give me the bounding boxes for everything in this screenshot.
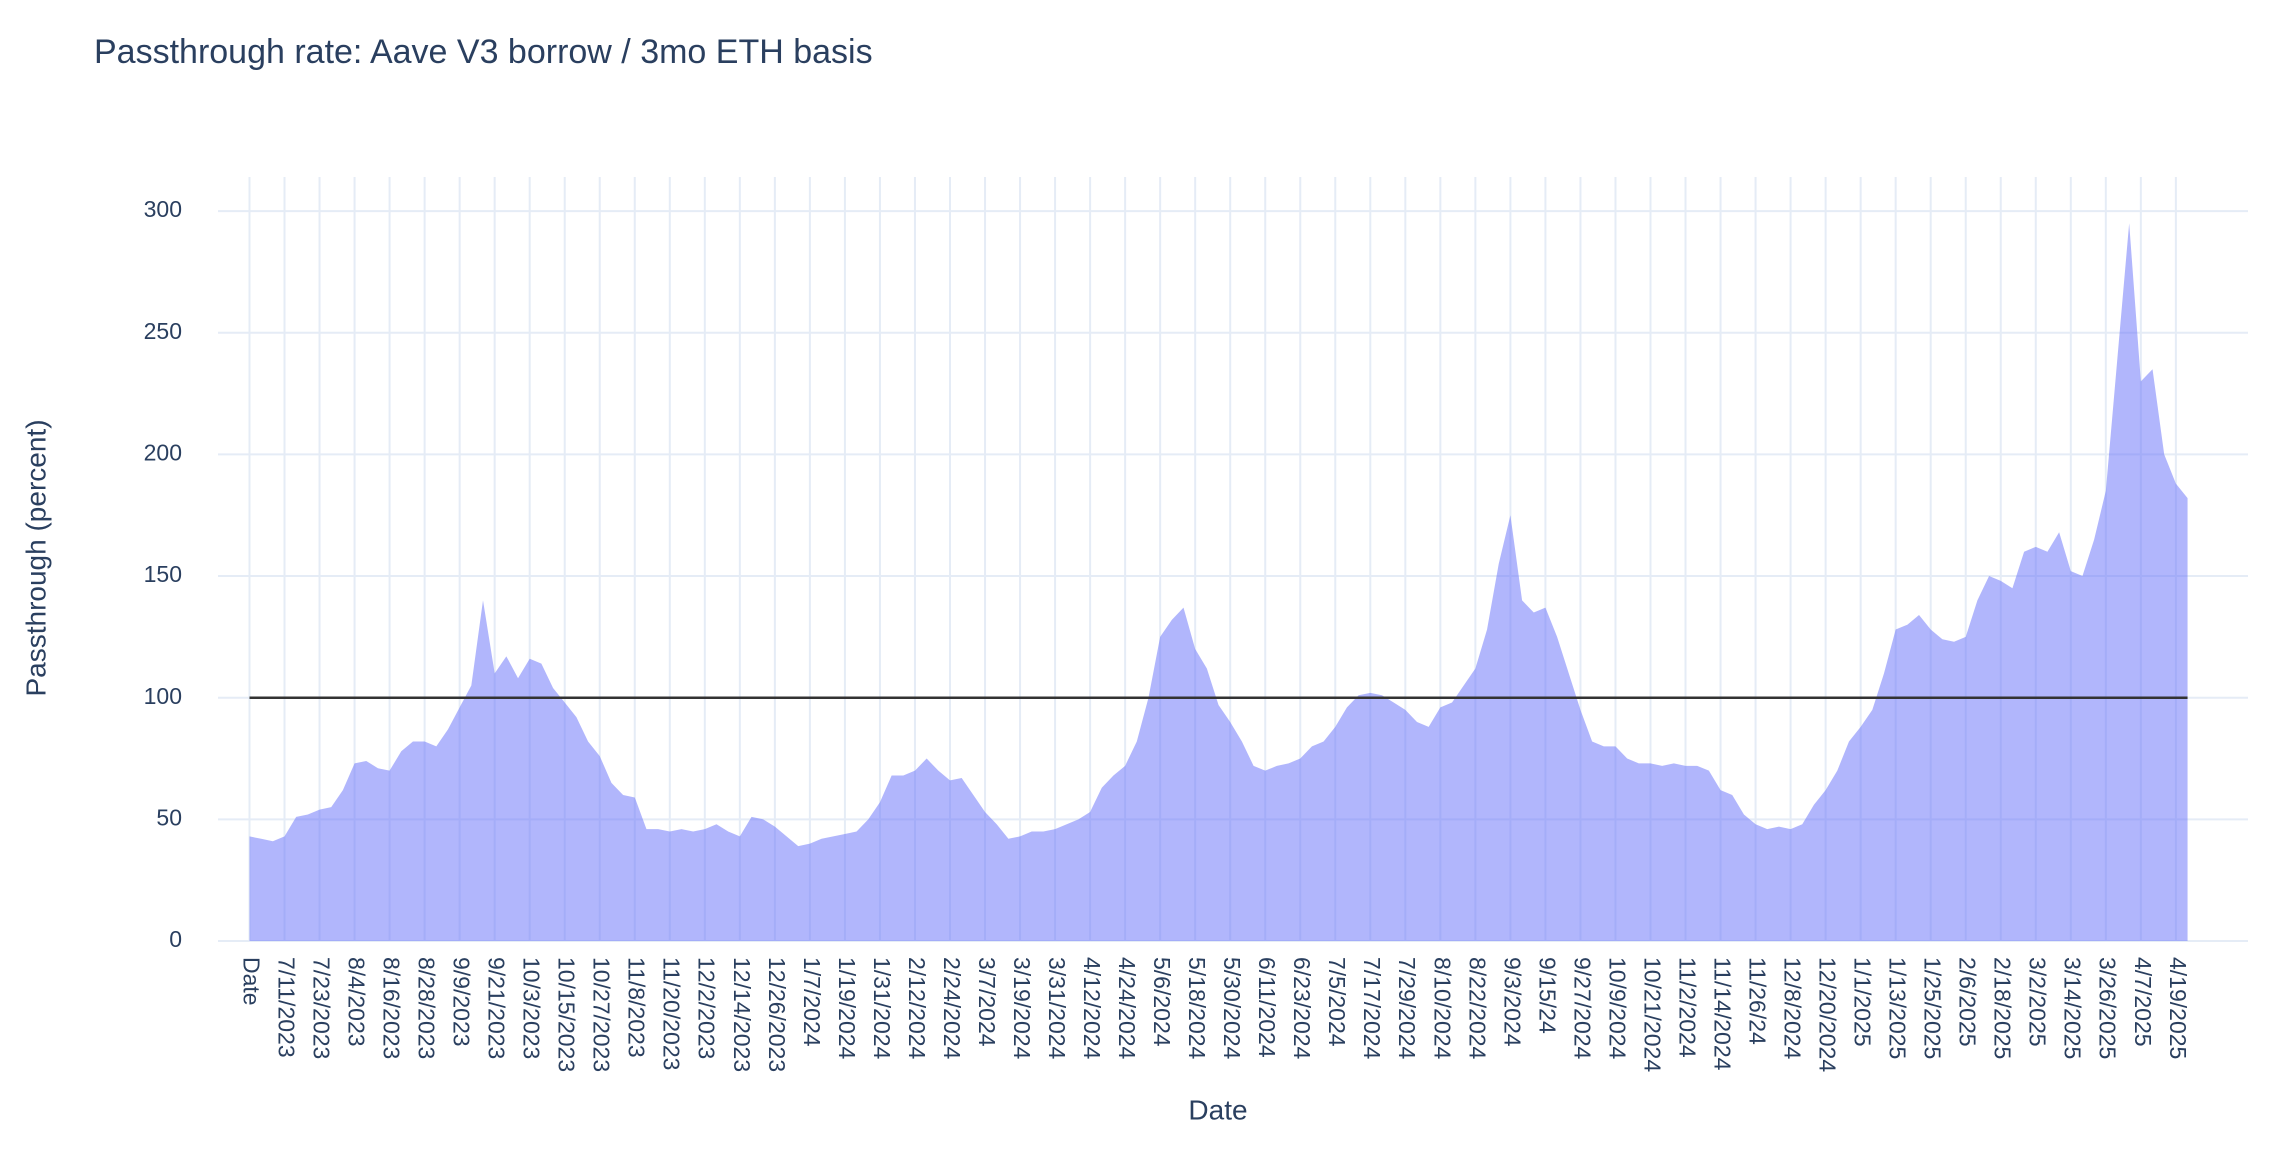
- x-tick-label: 11/14/2024: [1709, 957, 1735, 1071]
- x-tick-label: 3/31/2024: [1044, 957, 1070, 1060]
- x-tick-label: 12/14/2023: [729, 957, 755, 1072]
- x-tick-label: 7/23/2023: [308, 957, 334, 1059]
- x-tick-label: 6/23/2024: [1289, 957, 1315, 1060]
- x-tick-label: Date: [238, 957, 264, 1006]
- x-tick-label: 4/7/2025: [2130, 957, 2156, 1047]
- x-tick-label: 2/6/2025: [1955, 957, 1981, 1047]
- x-tick-label: 2/18/2025: [1990, 957, 2016, 1059]
- x-tick-label: 8/10/2024: [1429, 957, 1455, 1060]
- x-tick-label: 7/17/2024: [1359, 957, 1385, 1060]
- x-tick-label: 1/25/2025: [1920, 957, 1946, 1059]
- chart-title: Passthrough rate: Aave V3 borrow / 3mo E…: [94, 33, 873, 71]
- x-tick-label: 1/13/2025: [1885, 957, 1911, 1059]
- x-tick-label: 4/19/2025: [2165, 957, 2191, 1059]
- x-tick-label: 8/4/2023: [343, 957, 369, 1047]
- x-tick-label: 7/11/2023: [273, 957, 299, 1058]
- y-tick-label: 300: [144, 196, 182, 222]
- x-tick-label: 7/29/2024: [1394, 957, 1420, 1060]
- x-axis-title: Date: [1188, 1094, 1247, 1125]
- x-tick-label: 3/2/2025: [2025, 957, 2051, 1047]
- x-tick-label: 10/21/2024: [1639, 957, 1665, 1072]
- x-tick-label: 4/12/2024: [1079, 957, 1105, 1060]
- x-tick-label: 12/8/2024: [1780, 957, 1806, 1060]
- y-tick-label: 0: [169, 926, 182, 952]
- x-tick-label: 1/1/2025: [1850, 957, 1876, 1047]
- x-tick-label: 11/2/2024: [1674, 957, 1700, 1058]
- x-tick-label: 5/18/2024: [1184, 957, 1210, 1060]
- x-tick-label: 11/8/2023: [624, 957, 650, 1058]
- x-tick-label: 3/26/2025: [2095, 957, 2121, 1059]
- y-axis-title: Passthrough (percent): [20, 419, 51, 696]
- x-tick-label: 10/15/2023: [554, 957, 580, 1072]
- y-tick-label: 250: [144, 318, 182, 344]
- x-tick-label: 9/3/2024: [1499, 957, 1525, 1047]
- x-tick-label: 5/30/2024: [1219, 957, 1245, 1060]
- y-tick-label: 50: [156, 804, 182, 830]
- y-tick-label: 150: [144, 561, 182, 587]
- x-tick-label: 8/16/2023: [379, 957, 405, 1059]
- x-tick-label: 2/12/2024: [904, 957, 930, 1060]
- x-tick-label: 10/27/2023: [589, 957, 615, 1072]
- x-tick-label: 12/26/2023: [764, 957, 790, 1072]
- x-tick-label: 10/3/2023: [519, 957, 545, 1059]
- x-tick-label: 4/24/2024: [1114, 957, 1140, 1060]
- x-tick-label: 6/11/2024: [1254, 957, 1280, 1058]
- x-tick-label: 9/9/2023: [449, 957, 475, 1047]
- x-tick-label: 3/14/2025: [2060, 957, 2086, 1059]
- x-tick-label: 12/2/2023: [694, 957, 720, 1059]
- x-tick-label: 10/9/2024: [1604, 957, 1630, 1060]
- x-tick-label: 3/19/2024: [1009, 957, 1035, 1060]
- x-tick-label: 1/19/2024: [834, 957, 860, 1060]
- x-tick-label: 11/20/2023: [659, 957, 685, 1070]
- x-tick-label: 5/6/2024: [1149, 957, 1175, 1047]
- y-tick-label: 100: [144, 683, 182, 709]
- x-tick-label: 9/27/2024: [1569, 957, 1595, 1060]
- x-tick-label: 8/22/2024: [1464, 957, 1490, 1060]
- x-tick-label: 9/15/24: [1534, 957, 1560, 1034]
- x-tick-label: 2/24/2024: [939, 957, 965, 1060]
- x-tick-label: 1/7/2024: [799, 957, 825, 1047]
- x-tick-label: 12/20/2024: [1815, 957, 1841, 1072]
- x-tick-label: 8/28/2023: [414, 957, 440, 1059]
- y-tick-label: 200: [144, 439, 182, 465]
- x-tick-label: 1/31/2024: [869, 957, 895, 1060]
- x-tick-label: 7/5/2024: [1324, 957, 1350, 1047]
- x-tick-label: 11/26/24: [1744, 957, 1770, 1045]
- x-tick-label: 3/7/2024: [974, 957, 1000, 1047]
- area: [249, 223, 2188, 941]
- x-tick-label: 9/21/2023: [484, 957, 510, 1059]
